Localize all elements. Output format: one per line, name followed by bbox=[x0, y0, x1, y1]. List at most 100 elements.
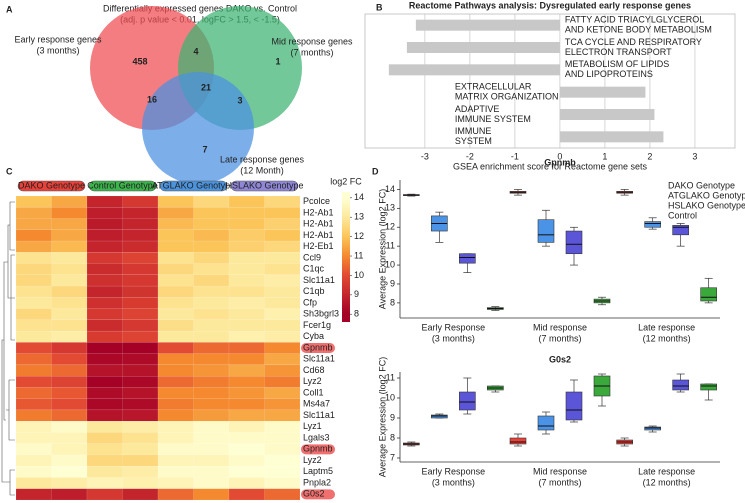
heatmap-cell bbox=[86, 263, 123, 275]
row-label: H2-Ab1 bbox=[303, 230, 334, 240]
heatmap-cell bbox=[51, 398, 88, 411]
heatmap-cell bbox=[122, 432, 159, 444]
heatmap-cell bbox=[51, 421, 88, 433]
heatmap-cell bbox=[157, 454, 194, 467]
row-label: Cfp bbox=[303, 297, 317, 307]
row-label: Slc11a1 bbox=[303, 275, 335, 285]
heatmap-cell bbox=[86, 409, 123, 422]
legend-entry: DAKO Genotype bbox=[668, 180, 735, 190]
heatmap-cell bbox=[193, 466, 230, 478]
panel-label: C bbox=[6, 166, 13, 176]
group-pill bbox=[88, 180, 157, 192]
heatmap-cell bbox=[15, 409, 52, 422]
heatmap-cell bbox=[228, 252, 265, 264]
heatmap-cell bbox=[228, 229, 265, 242]
heatmap-cell bbox=[15, 319, 52, 332]
box bbox=[700, 287, 717, 302]
heatmap-cell bbox=[15, 285, 52, 298]
heatmap-cell bbox=[264, 297, 301, 309]
heatmap-cell bbox=[228, 466, 265, 478]
row-label: Lgals3 bbox=[303, 432, 330, 442]
box bbox=[672, 379, 689, 391]
heatmap-cell bbox=[228, 364, 265, 377]
heatmap-cell bbox=[122, 263, 159, 275]
heatmap-cell bbox=[157, 195, 194, 208]
heatmap-cell bbox=[193, 252, 230, 264]
row-label: Sh3bgrl3 bbox=[303, 309, 339, 319]
bar-label: SYSTEM bbox=[455, 136, 492, 146]
heatmap-cell bbox=[122, 409, 159, 422]
y-tick-label: 8 bbox=[390, 432, 395, 442]
heatmap-cell bbox=[193, 285, 230, 298]
heatmap-cell bbox=[157, 297, 194, 309]
heatmap-cell bbox=[15, 387, 52, 399]
row-label: Cyba bbox=[303, 331, 324, 341]
legend-entry: ATGLAKO Genotype bbox=[668, 190, 745, 200]
heatmap-cell bbox=[122, 454, 159, 467]
heatmap-cell bbox=[228, 263, 265, 275]
box bbox=[565, 391, 583, 421]
heatmap-cell bbox=[228, 375, 265, 388]
heatmap-cell bbox=[264, 252, 301, 264]
heatmap-cell bbox=[228, 218, 265, 230]
region-count: 7 bbox=[202, 144, 207, 154]
heatmap-cell bbox=[51, 218, 88, 230]
heatmap-cell bbox=[86, 240, 123, 253]
heatmap-cell bbox=[157, 421, 194, 433]
heatmap-cell bbox=[157, 398, 194, 411]
bar bbox=[415, 19, 560, 31]
row-label: G0s2 bbox=[303, 489, 325, 499]
heatmap-cell bbox=[228, 409, 265, 422]
heatmap-cell bbox=[15, 308, 52, 321]
legend-entry: HSLAKO Genotype bbox=[668, 200, 745, 210]
bar bbox=[559, 109, 655, 120]
row-label: C1qb bbox=[303, 286, 325, 296]
heatmap-cell bbox=[193, 263, 230, 275]
heatmap-cell bbox=[15, 432, 52, 444]
row-label: Pcolce bbox=[303, 196, 330, 206]
heatmap-cell bbox=[15, 195, 52, 208]
heatmap-cell bbox=[51, 443, 88, 456]
heatmap-cell bbox=[228, 319, 265, 332]
heatmap-cell bbox=[51, 263, 88, 275]
heatmap-cell bbox=[51, 477, 88, 489]
heatmap-cell bbox=[51, 308, 88, 321]
heatmap-cell bbox=[15, 240, 52, 253]
row-label: Lyz1 bbox=[303, 421, 322, 431]
heatmap-cell bbox=[51, 274, 88, 287]
box bbox=[565, 230, 583, 255]
row-label: H2-Eb1 bbox=[303, 241, 334, 251]
colorbar-tick-label: 9 bbox=[354, 289, 359, 299]
heatmap-cell bbox=[157, 252, 194, 264]
group-label: DAKO Genotype bbox=[18, 180, 85, 190]
set-label: Late response genes bbox=[220, 154, 305, 164]
heatmap-cell bbox=[157, 353, 194, 366]
heatmap-cell bbox=[264, 409, 301, 422]
x-tick-label: 3 bbox=[692, 151, 697, 161]
heatmap-cell bbox=[264, 364, 301, 377]
heatmap-cell bbox=[193, 364, 230, 377]
row-label: Fcer1g bbox=[303, 320, 331, 330]
group-pill bbox=[230, 180, 299, 192]
heatmap-cell bbox=[86, 308, 123, 321]
y-tick-label: 8 bbox=[390, 297, 395, 307]
heatmap-cell bbox=[15, 488, 52, 501]
group-pill bbox=[159, 180, 228, 192]
heatmap-cell bbox=[51, 353, 88, 366]
x-tick-label: (3 months) bbox=[432, 477, 475, 487]
heatmap-cell bbox=[122, 364, 159, 377]
heatmap-cell bbox=[264, 488, 301, 501]
heatmap-cell bbox=[15, 466, 52, 478]
heatmap-cell bbox=[157, 375, 194, 388]
heatmap-cell bbox=[122, 375, 159, 388]
heatmap-cell bbox=[193, 387, 230, 399]
heatmap-cell bbox=[264, 240, 301, 253]
heatmap-cell bbox=[86, 375, 123, 388]
x-tick-label: Mid response bbox=[533, 322, 587, 332]
heatmap-cell bbox=[15, 207, 52, 219]
heatmap-cell bbox=[264, 319, 301, 332]
heatmap-cell bbox=[157, 319, 194, 332]
x-tick-label: Late response bbox=[638, 466, 695, 476]
panel-label: A bbox=[6, 4, 13, 14]
x-tick-label: Mid response bbox=[533, 466, 587, 476]
